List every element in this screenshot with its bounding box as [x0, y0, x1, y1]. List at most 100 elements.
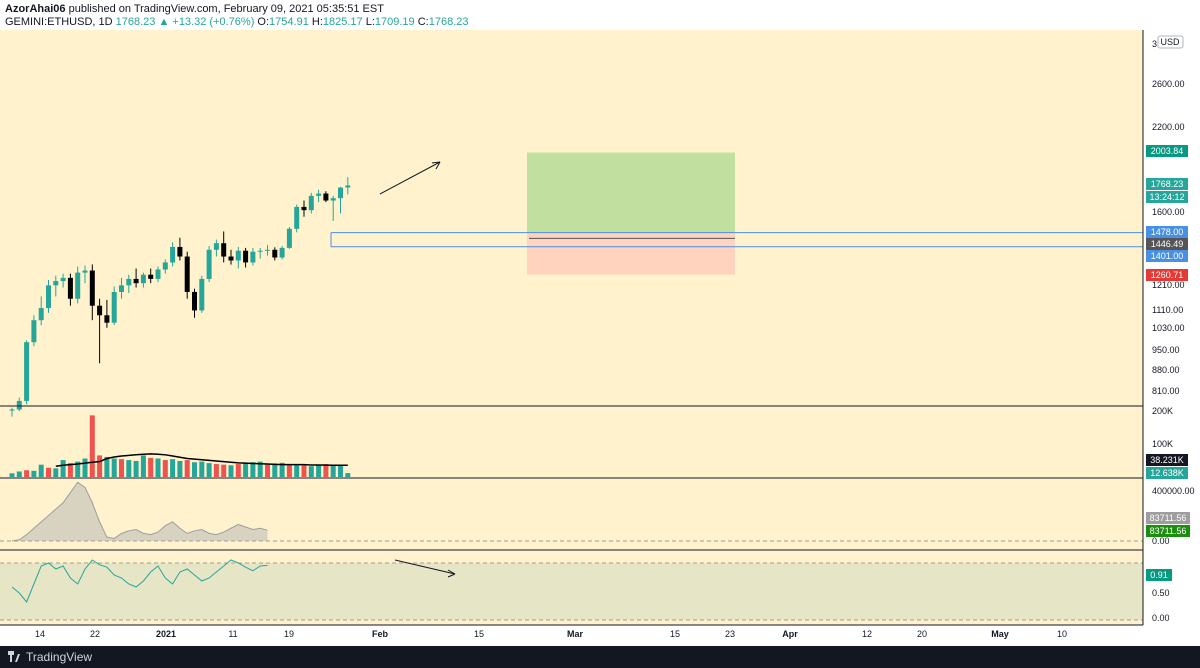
volume-sma-line[interactable]: [55, 453, 348, 467]
candle[interactable]: [221, 231, 227, 263]
volume-badge[interactable]: [1146, 467, 1188, 479]
price-badge[interactable]: [1146, 250, 1188, 262]
volume-bar[interactable]: [257, 461, 263, 477]
price-scale-background[interactable]: [1143, 30, 1200, 646]
stop-zone[interactable]: [527, 232, 735, 275]
symbol-label[interactable]: GEMINI:ETHUSD, 1D: [5, 16, 113, 28]
volume-bar[interactable]: [148, 457, 154, 477]
volume-bar[interactable]: [294, 464, 300, 477]
obv-badge[interactable]: [1146, 525, 1190, 537]
candle[interactable]: [213, 239, 219, 257]
volume-bar[interactable]: [75, 461, 81, 477]
candle[interactable]: [272, 247, 278, 261]
volume-bar[interactable]: [97, 455, 103, 477]
time-axis[interactable]: 14 22 2021 11 19 Feb 15 Mar 15 23 Apr 12 20 May 10: [35, 629, 1067, 639]
volume-bar[interactable]: [235, 464, 241, 477]
candle[interactable]: [323, 191, 329, 203]
target-zone[interactable]: [527, 152, 735, 233]
candle[interactable]: [345, 177, 351, 195]
volume-badge[interactable]: [1146, 454, 1188, 466]
volume-bar[interactable]: [162, 460, 168, 477]
candle[interactable]: [279, 246, 285, 260]
candle[interactable]: [133, 268, 139, 288]
volume-bar[interactable]: [133, 460, 139, 477]
volume-bar[interactable]: [221, 464, 227, 477]
volume-bar[interactable]: [199, 461, 205, 477]
volume-bar[interactable]: [177, 460, 183, 477]
price-pane[interactable]: [9, 152, 1144, 417]
candle[interactable]: [338, 186, 343, 214]
volume-bar[interactable]: [24, 470, 30, 477]
volume-bar[interactable]: [140, 455, 146, 477]
volume-bar[interactable]: [155, 458, 161, 477]
candle[interactable]: [126, 274, 132, 294]
volume-bar[interactable]: [9, 473, 15, 477]
volume-bar[interactable]: [213, 464, 219, 477]
price-badge[interactable]: [1146, 226, 1188, 238]
candle[interactable]: [24, 340, 30, 405]
volume-bar[interactable]: [16, 471, 22, 477]
candle[interactable]: [228, 249, 234, 265]
candle[interactable]: [243, 247, 249, 268]
price-badge[interactable]: [1146, 238, 1188, 250]
obv-badge[interactable]: [1146, 512, 1190, 524]
candle[interactable]: [330, 195, 336, 222]
tradingview-brand[interactable]: TradingView: [26, 650, 93, 664]
chart-canvas[interactable]: 3C2600.002200.001600.001210.001110.00103…: [0, 30, 1200, 646]
candle[interactable]: [148, 268, 154, 284]
candle[interactable]: [162, 259, 168, 274]
volume-bar[interactable]: [119, 459, 124, 477]
candle[interactable]: [184, 251, 190, 299]
volume-bar[interactable]: [323, 464, 329, 477]
candle[interactable]: [140, 272, 146, 288]
candle[interactable]: [308, 192, 314, 214]
author-name[interactable]: AzorAhai06: [5, 3, 66, 15]
candle[interactable]: [9, 407, 15, 417]
candle[interactable]: [155, 266, 161, 283]
oscillator-line[interactable]: [11, 559, 268, 603]
obv-area[interactable]: [12, 482, 268, 541]
volume-bar[interactable]: [279, 462, 285, 477]
candle[interactable]: [119, 277, 124, 299]
candle[interactable]: [46, 279, 51, 313]
candle[interactable]: [294, 204, 300, 233]
volume-bar[interactable]: [243, 463, 249, 477]
currency-badge[interactable]: [1157, 35, 1184, 49]
candle[interactable]: [104, 299, 110, 328]
time-scale-background[interactable]: [0, 625, 1143, 646]
price-badge[interactable]: [1146, 178, 1188, 190]
price-badge[interactable]: [1146, 269, 1188, 281]
candle[interactable]: [265, 245, 270, 256]
volume-bar[interactable]: [38, 464, 44, 477]
candle[interactable]: [286, 227, 292, 249]
volume-bar[interactable]: [250, 462, 256, 477]
volume-bar[interactable]: [206, 463, 212, 477]
obv-line[interactable]: [11, 481, 268, 542]
candle[interactable]: [53, 275, 59, 297]
candle[interactable]: [89, 264, 95, 321]
candle[interactable]: [60, 273, 66, 288]
volume-bar[interactable]: [330, 465, 336, 477]
volume-bar[interactable]: [272, 463, 278, 477]
candle[interactable]: [82, 265, 88, 284]
volume-bar[interactable]: [60, 460, 66, 477]
oscillator-pane[interactable]: [0, 559, 1143, 621]
candle[interactable]: [75, 266, 81, 304]
volume-bar[interactable]: [111, 458, 117, 477]
divergence-arrow-line[interactable]: [394, 559, 456, 575]
candle[interactable]: [257, 247, 263, 259]
candle[interactable]: [97, 298, 103, 364]
volume-bar[interactable]: [46, 467, 51, 477]
price-badge[interactable]: [1146, 145, 1188, 157]
candle[interactable]: [192, 288, 197, 318]
volume-bar[interactable]: [170, 459, 176, 477]
volume-bar[interactable]: [104, 456, 110, 477]
oscillator-badge[interactable]: [1146, 569, 1172, 581]
volume-pane[interactable]: [9, 415, 351, 477]
volume-bar[interactable]: [82, 458, 88, 477]
candle[interactable]: [16, 397, 22, 412]
volume-bar[interactable]: [126, 460, 132, 477]
candle[interactable]: [177, 237, 183, 261]
volume-bar[interactable]: [265, 464, 270, 477]
trend-arrow-line[interactable]: [379, 161, 441, 195]
